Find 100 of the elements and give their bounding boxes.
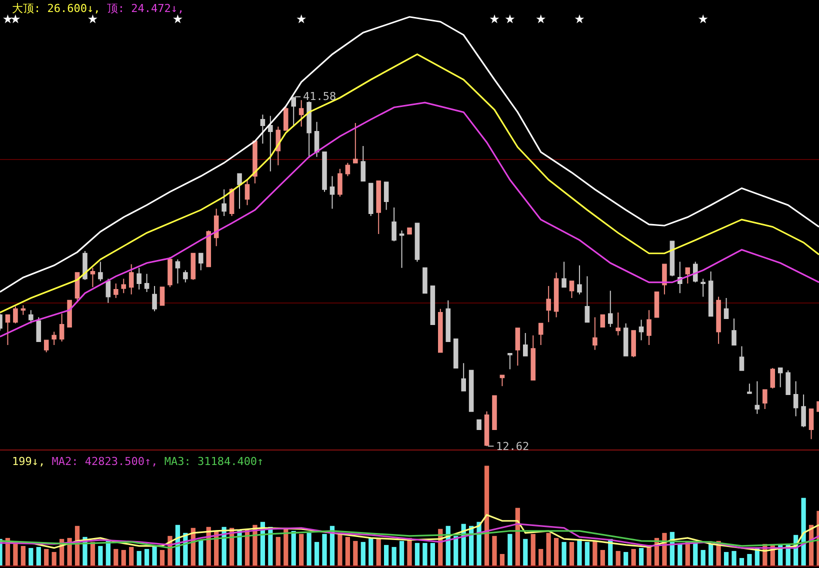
text: 大顶: 26.600↓, <box>12 2 100 15</box>
candlestick <box>662 264 667 295</box>
bar <box>546 532 551 566</box>
bar <box>368 538 374 566</box>
bar <box>616 550 620 566</box>
bar <box>600 550 605 566</box>
candlestick <box>500 374 505 387</box>
candlestick <box>600 314 606 328</box>
bar <box>624 552 628 566</box>
candlestick <box>700 278 706 298</box>
candlestick <box>214 208 219 247</box>
candlestick <box>438 308 443 353</box>
candlestick <box>67 300 72 328</box>
bar <box>399 540 404 566</box>
candlestick <box>492 395 497 430</box>
annotation: 12.62 <box>496 440 530 453</box>
candlestick <box>399 230 404 268</box>
candlestick <box>90 267 96 288</box>
bar <box>121 550 126 566</box>
candlestick <box>747 383 752 394</box>
bar <box>276 536 280 566</box>
bar <box>631 548 636 566</box>
candlestick <box>631 330 636 358</box>
candlestick <box>144 273 150 292</box>
bar <box>747 554 752 566</box>
candlestick <box>453 338 458 368</box>
candlestick <box>638 319 644 341</box>
bar <box>724 552 729 566</box>
candlestick <box>13 306 18 324</box>
candlestick <box>198 252 204 271</box>
bar <box>291 530 296 566</box>
candlestick <box>468 370 474 412</box>
candlestick <box>592 316 598 350</box>
candlestick <box>654 291 660 318</box>
bar <box>678 544 682 566</box>
candlestick <box>5 314 10 346</box>
candlestick <box>724 298 729 320</box>
bar <box>422 542 428 566</box>
candlestick <box>801 394 806 428</box>
candlestick <box>616 312 621 336</box>
candlestick <box>762 389 768 410</box>
text: 199↓, <box>12 455 46 468</box>
bar <box>160 550 165 566</box>
candlestick <box>353 122 358 164</box>
candlestick <box>577 264 582 295</box>
bar <box>44 548 49 566</box>
bar <box>554 538 559 566</box>
candlestick <box>376 180 381 235</box>
candlestick <box>330 176 335 210</box>
bar <box>562 542 566 566</box>
bar <box>376 538 381 566</box>
candlestick <box>114 283 118 299</box>
candlestick <box>206 230 212 268</box>
candlestick <box>770 367 776 389</box>
candlestick <box>260 114 266 144</box>
candlestick <box>136 267 142 290</box>
bar <box>708 544 714 566</box>
candlestick <box>708 270 714 317</box>
bar <box>693 542 698 566</box>
bar <box>538 548 544 566</box>
candlestick <box>82 250 88 280</box>
candlestick <box>152 285 157 312</box>
bar <box>430 542 435 566</box>
candlestick <box>430 285 436 326</box>
candlestick <box>283 106 288 131</box>
bar <box>144 548 150 566</box>
candlestick <box>59 313 64 342</box>
bar <box>577 538 582 566</box>
candlestick <box>508 353 512 370</box>
bar <box>136 550 142 566</box>
bar <box>353 540 358 566</box>
candlestick <box>538 322 544 346</box>
candlestick <box>754 380 760 414</box>
bar <box>801 498 806 566</box>
candlestick <box>530 334 536 381</box>
bar <box>67 538 72 566</box>
bar <box>638 548 644 566</box>
bar <box>392 546 396 566</box>
candlestick <box>392 207 396 242</box>
candlestick <box>314 121 320 158</box>
candlestick <box>384 182 389 210</box>
candlestick <box>608 290 613 328</box>
bar <box>384 544 389 566</box>
candlestick <box>446 300 451 342</box>
candlestick <box>298 100 304 128</box>
candlestick <box>338 168 342 198</box>
candlestick <box>484 410 490 447</box>
candlestick <box>36 316 42 342</box>
bar <box>322 534 327 566</box>
candlestick <box>183 270 188 283</box>
text: MA2: 42823.500↑, <box>52 455 158 468</box>
bar <box>732 550 736 566</box>
bar <box>299 534 304 566</box>
candlestick <box>168 256 172 288</box>
bar <box>13 544 18 566</box>
bar <box>569 542 574 566</box>
candlestick <box>368 182 374 216</box>
candlestick <box>175 258 180 284</box>
bar <box>20 546 26 566</box>
candlestick <box>793 380 798 417</box>
